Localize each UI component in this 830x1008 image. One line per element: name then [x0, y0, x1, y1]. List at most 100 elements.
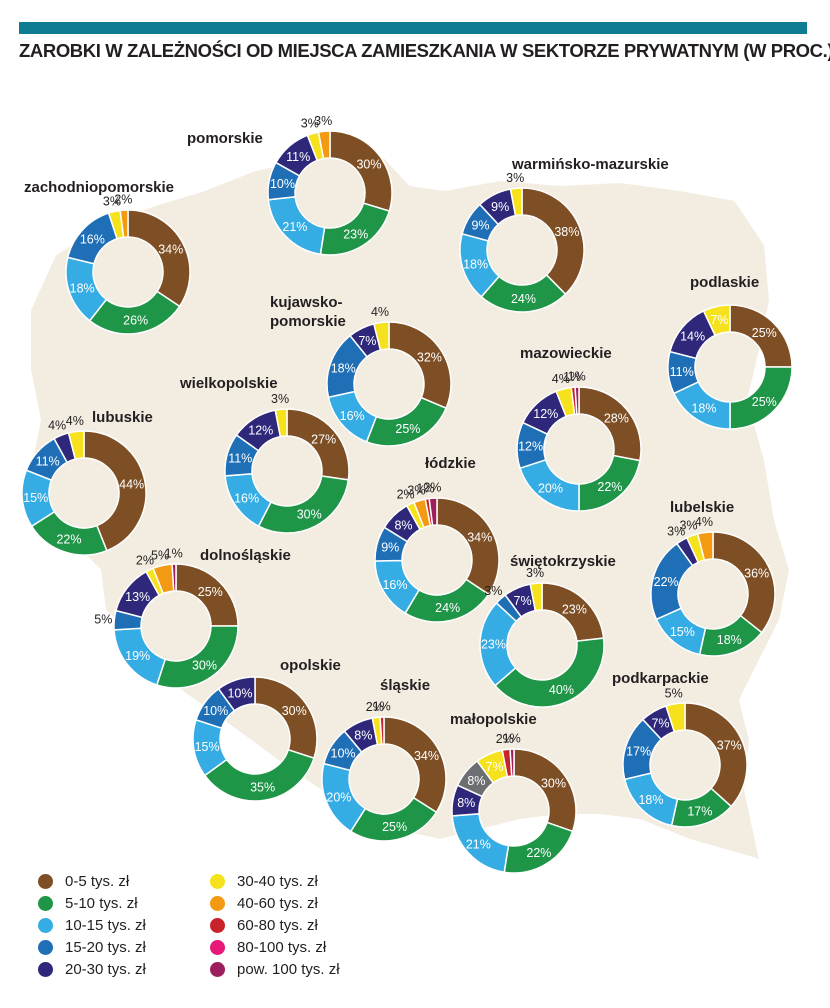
- region-name: podkarpackie: [612, 670, 709, 687]
- donut-mazowieckie: 28% 22% 20% 12% 12% 4%1%1% mazowieckie: [516, 345, 642, 512]
- slice-label: 15%: [670, 625, 695, 639]
- legend-swatch: [38, 961, 53, 977]
- region-donuts: 30%23%21%10%11%3%3%pomorskie34%26%18%16%…: [21, 114, 793, 874]
- legend-item: 10-15 tys. zł: [38, 914, 146, 936]
- donut-zachodniopomorskie: 34% 26% 18% 16% 3%2%zachodniopomorskie: [24, 179, 191, 335]
- region-name: lubelskie: [670, 499, 734, 516]
- slice-label: 11%: [286, 150, 310, 164]
- slice-label: 5%: [151, 548, 169, 562]
- legend-item: pow. 100 tys. zł: [210, 958, 340, 980]
- slice-label: 2%: [397, 488, 415, 502]
- slice-label: 26%: [123, 313, 148, 327]
- slice-label: 22%: [526, 846, 551, 860]
- legend-swatch: [210, 939, 225, 955]
- slice-label: 12%: [248, 424, 273, 438]
- slice-label: 44%: [119, 477, 144, 491]
- slice-label: 2%: [114, 193, 132, 207]
- slice-label: 18%: [691, 401, 716, 415]
- slice-label: 22%: [654, 575, 679, 589]
- legend-item: 15-20 tys. zł: [38, 936, 146, 958]
- slice-label: 3%: [271, 392, 289, 406]
- slice-label: 34%: [414, 749, 439, 763]
- slice-label: 23%: [481, 638, 506, 652]
- donut-slice: [217, 676, 256, 712]
- legend-label: 20-30 tys. zł: [65, 960, 146, 978]
- slice-label: 15%: [23, 491, 48, 505]
- slice-label: 7%: [514, 594, 532, 608]
- donut-slice: [509, 748, 515, 777]
- donut-slice: [388, 321, 452, 410]
- slice-label: 9%: [381, 541, 399, 555]
- slice-label: 25%: [198, 585, 223, 599]
- legend-item: 40-60 tys. zł: [210, 892, 318, 914]
- donut-pomorskie: 30% 23% 21% 10% 11% 3%3% pomorskie: [187, 114, 393, 256]
- region-name: małopolskie: [450, 711, 537, 728]
- slice-label: 4%: [48, 419, 66, 433]
- slice-label: 10%: [203, 704, 228, 718]
- slice-label: 25%: [752, 395, 777, 409]
- slice-label: 2%: [496, 732, 514, 746]
- region-name: wielkopolskie: [179, 375, 278, 392]
- slice-label: 4%: [552, 372, 570, 386]
- slice-label: 1%: [503, 732, 521, 746]
- slice-label: 3%: [506, 171, 524, 185]
- donut-slice: [383, 716, 447, 814]
- slice-label: 20%: [538, 482, 563, 496]
- slice-label: 10%: [331, 747, 356, 761]
- legend-swatch: [210, 917, 225, 933]
- donut-slice: [665, 702, 686, 733]
- donut-swietokrzyskie: 23%40%23%3%7%3%świętokrzyskie: [479, 553, 616, 708]
- region-name: kujawsko-: [270, 294, 343, 311]
- slice-label: 11%: [670, 365, 694, 379]
- slice-label: 5%: [665, 686, 683, 700]
- chart-title: ZAROBKI W ZALEŻNOŚCI OD MIEJSCA ZAMIESZK…: [19, 40, 830, 61]
- region-name: lubuskie: [92, 409, 153, 426]
- slice-label: 11%: [36, 454, 60, 468]
- region-name: śląskie: [380, 677, 430, 694]
- slice-label: 18%: [331, 361, 356, 375]
- slice-label: 27%: [311, 433, 336, 447]
- slice-label: 30%: [192, 659, 217, 673]
- slice-label: 8%: [467, 774, 485, 788]
- donut-podkarpackie: 37%17%18%17%7%5%podkarpackie: [612, 670, 748, 828]
- donut-slaskie: 34% 25% 20% 10% 8% 2%1% śląskie: [321, 677, 447, 842]
- legend-label: pow. 100 tys. zł: [237, 960, 340, 978]
- donut-malopolskie: 30%22%21%8%8%7%2%1%małopolskie: [450, 711, 577, 874]
- donut-slice: [317, 130, 331, 160]
- donut-lubelskie: 36%18%15%22%3%3%4%lubelskie: [650, 499, 776, 657]
- legend: 0-5 tys. zł 5-10 tys. zł 10-15 tys. zł 15-2…: [38, 870, 418, 990]
- slice-label: 20%: [326, 790, 351, 804]
- slice-label: 35%: [250, 780, 275, 794]
- slice-label: 1%: [416, 481, 434, 495]
- slice-label: 34%: [467, 531, 492, 545]
- legend-item: 20-30 tys. zł: [38, 958, 146, 980]
- slice-label: 1%: [373, 700, 391, 714]
- donut-slice: [494, 637, 605, 708]
- donut-slice: [712, 531, 776, 634]
- slice-label: 24%: [511, 292, 536, 306]
- slice-label: 17%: [687, 805, 712, 819]
- slice-label: 25%: [382, 820, 407, 834]
- donut-slice: [696, 531, 714, 561]
- slice-label: 17%: [626, 744, 651, 758]
- legend-label: 40-60 tys. zł: [237, 894, 318, 912]
- slice-label: 19%: [125, 649, 150, 663]
- slice-label: 30%: [282, 704, 307, 718]
- legend-label: 5-10 tys. zł: [65, 894, 138, 912]
- donut-slice: [379, 716, 385, 745]
- slice-label: 25%: [395, 422, 420, 436]
- slice-label: 3%: [484, 584, 502, 598]
- donut-wielkopolskie: 27% 30% 16% 11% 12% 3%wielkopolskie: [179, 375, 350, 534]
- slice-label: 23%: [562, 602, 587, 616]
- region-name: pomorskie: [270, 313, 346, 330]
- slice-label: 7%: [358, 334, 376, 348]
- legend-swatch: [38, 873, 53, 889]
- donut-slice: [436, 497, 500, 596]
- slice-label: 12%: [533, 407, 558, 421]
- slice-label: 30%: [356, 158, 381, 172]
- slice-label: 8%: [354, 729, 372, 743]
- legend-swatch: [210, 961, 225, 977]
- legend-label: 10-15 tys. zł: [65, 916, 146, 934]
- donut-podlaskie: 25% 25% 18% 11% 14% 7% podlaskie: [667, 274, 793, 430]
